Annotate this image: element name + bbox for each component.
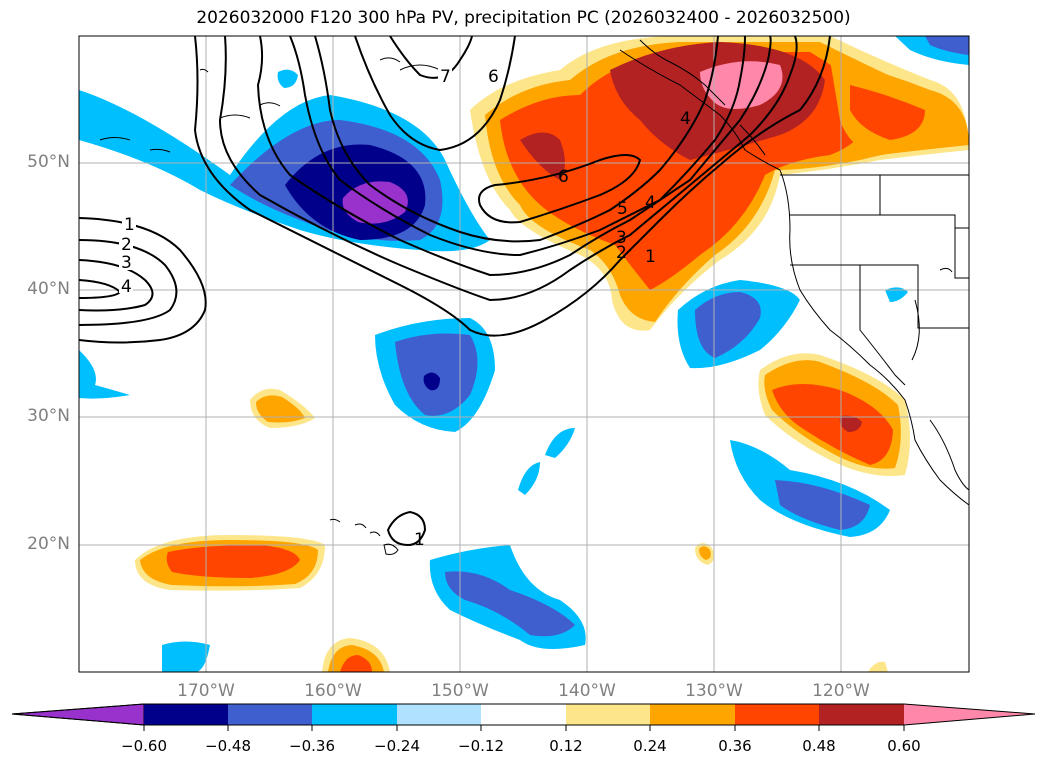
positive-anomaly-fields: [135, 36, 969, 672]
lat-label-50n: 50°N: [27, 152, 70, 172]
colorbar-segment: [144, 704, 228, 725]
pv-contours: [79, 36, 831, 547]
lon-label-150w: 150°W: [431, 681, 489, 701]
contour-labels: 1 2 3 4 6 7 6 5 4 3 2 1 4 1: [119, 66, 691, 550]
colorbar-segment: [650, 704, 735, 725]
lon-label-120w: 120°W: [812, 681, 870, 701]
lon-label-160w: 160°W: [304, 681, 362, 701]
contour-label: 2: [121, 235, 132, 255]
lon-label-130w: 130°W: [685, 681, 743, 701]
islands: [99, 57, 953, 555]
colorbar-tick: −0.12: [458, 737, 504, 755]
colorbar-tick: 0.12: [549, 737, 583, 755]
contour-label: 1: [414, 530, 425, 550]
plot-frame: [78, 35, 970, 673]
colorbar-tick: −0.24: [374, 737, 420, 755]
lat-label-40n: 40°N: [27, 279, 70, 299]
colorbar-tick: 0.24: [633, 737, 667, 755]
contour-label: 6: [488, 67, 499, 87]
coastlines: [619, 39, 969, 506]
contour-label: 1: [124, 215, 135, 235]
contour-label: 3: [121, 253, 132, 273]
lat-label-30n: 30°N: [27, 406, 70, 426]
colorbar: [11, 703, 1036, 731]
colorbar-tick: −0.60: [121, 737, 167, 755]
colorbar-segment: [397, 704, 481, 725]
colorbar-segment: [566, 704, 650, 725]
plot-area: 1 2 3 4 6 7 6 5 4 3 2 1 4 1: [79, 36, 969, 672]
colorbar-segment: [819, 704, 904, 725]
contour-label: 5: [617, 199, 628, 219]
gridlines: [79, 36, 969, 672]
contour-label: 7: [440, 67, 451, 87]
colorbar-tick: −0.48: [205, 737, 251, 755]
colorbar-segment: [228, 704, 312, 725]
lon-label-140w: 140°W: [558, 681, 616, 701]
lat-label-20n: 20°N: [27, 534, 70, 554]
contour-label: 1: [645, 247, 656, 267]
contour-label: 3: [616, 228, 627, 248]
colorbar-segment: [735, 704, 819, 725]
colorbar-segment: [481, 704, 566, 725]
colorbar-segment: [312, 704, 397, 725]
colorbar-tick: 0.36: [718, 737, 752, 755]
contour-label: 4: [121, 277, 132, 297]
lon-label-170w: 170°W: [177, 681, 235, 701]
colorbar-tick: −0.36: [289, 737, 335, 755]
contour-label: 6: [558, 167, 569, 187]
contour-label: 2: [616, 243, 627, 263]
contour-label: 4: [680, 109, 691, 129]
colorbar-tick: 0.48: [802, 737, 836, 755]
colorbar-tick: 0.60: [887, 737, 921, 755]
contour-label: 4: [645, 193, 656, 213]
colorbar-segment: [904, 704, 1035, 725]
colorbar-segment: [11, 703, 145, 726]
map-title: 2026032000 F120 300 hPa PV, precipitatio…: [196, 8, 851, 28]
